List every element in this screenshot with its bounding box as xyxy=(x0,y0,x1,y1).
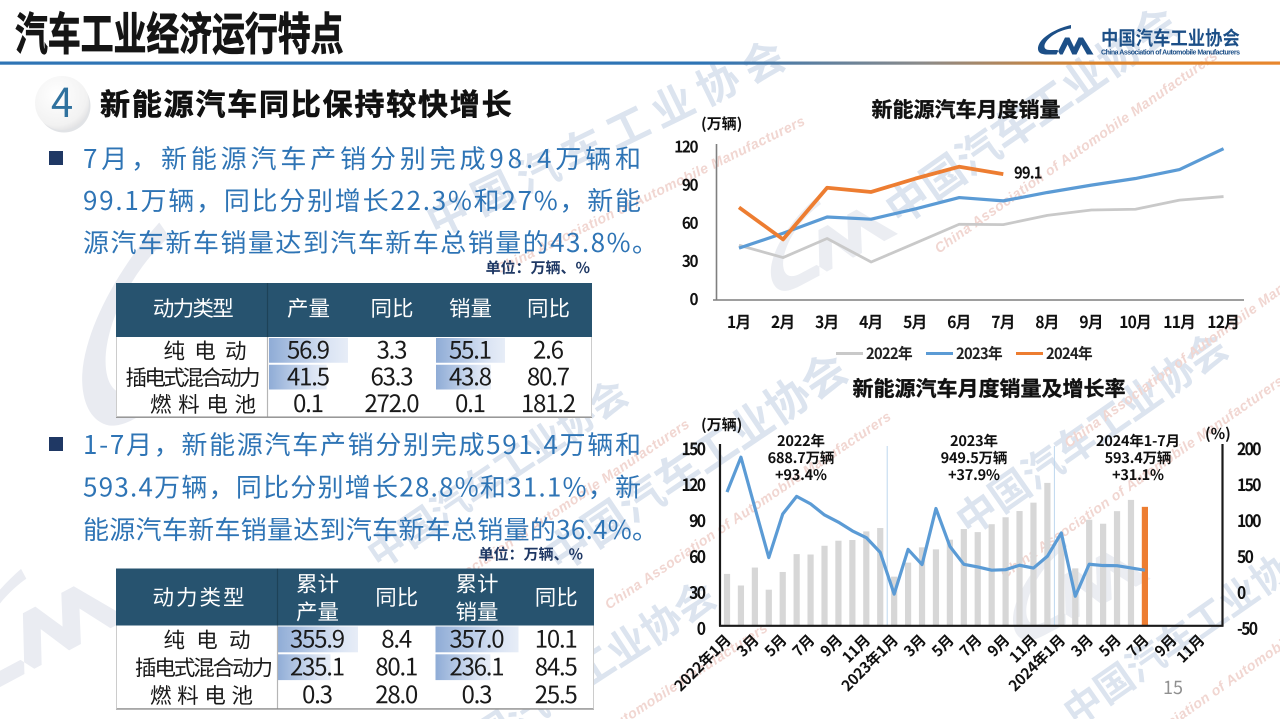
svg-text:China Association of Automobil: China Association of Automobile Manufact… xyxy=(1061,237,1280,451)
svg-text:China Association of Automobil: China Association of Automobile Manufact… xyxy=(1101,50,1240,57)
